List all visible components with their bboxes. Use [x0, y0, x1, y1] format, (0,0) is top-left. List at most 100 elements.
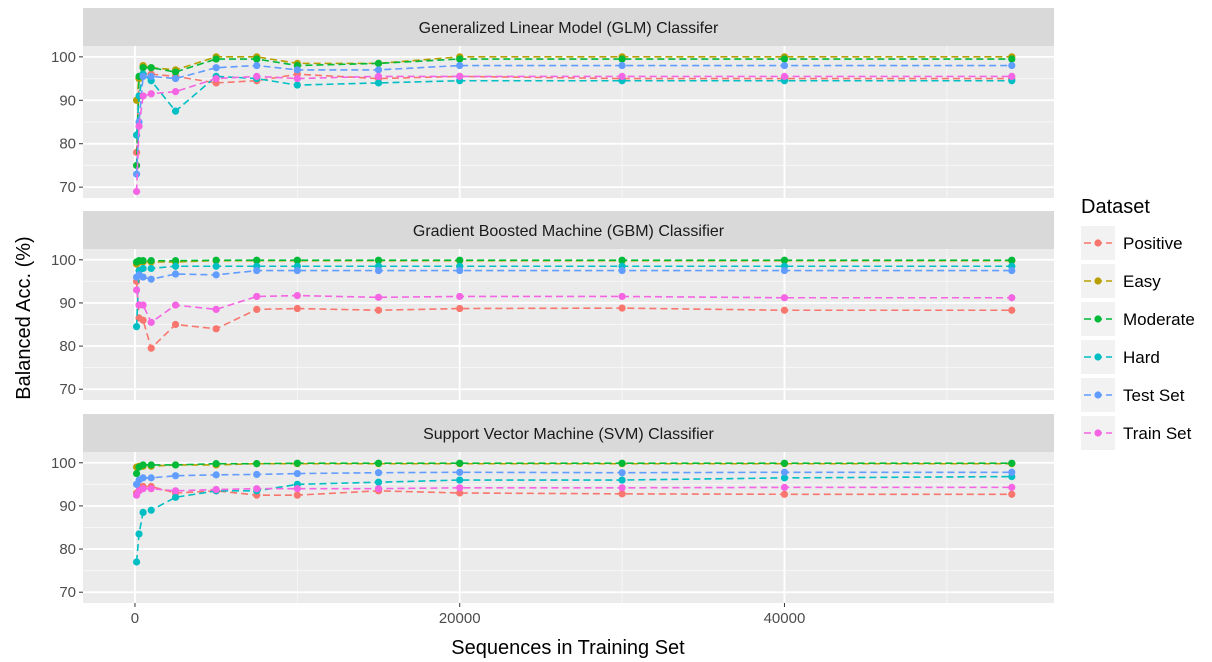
data-point-positive	[139, 316, 147, 324]
data-point-moderate	[139, 64, 147, 72]
data-point-moderate	[147, 64, 155, 72]
data-point-hard	[132, 558, 141, 566]
data-point-moderate	[618, 256, 626, 264]
y-tick-label: 70	[59, 179, 76, 196]
data-point-positive	[1008, 490, 1016, 498]
data-point-test-set	[139, 72, 147, 80]
data-point-train-set	[171, 301, 180, 309]
facet-strip	[83, 211, 1054, 249]
data-point-moderate	[212, 256, 220, 264]
data-point-moderate	[618, 55, 626, 63]
data-point-train-set	[1008, 72, 1016, 80]
data-point-moderate	[253, 55, 261, 63]
data-point-test-set	[253, 470, 261, 479]
data-point-test-set	[171, 74, 180, 83]
data-point-positive	[780, 306, 789, 314]
data-point-moderate	[1008, 459, 1016, 467]
data-point-test-set	[1008, 61, 1016, 70]
data-point-test-set	[147, 275, 155, 283]
data-point-train-set	[147, 318, 155, 326]
x-axis: 0 20000 40000	[131, 603, 805, 627]
data-point-positive	[171, 320, 180, 329]
data-point-train-set	[147, 485, 155, 493]
data-point-test-set	[147, 474, 155, 482]
legend-key-point	[1094, 277, 1102, 285]
data-point-train-set	[293, 291, 301, 300]
data-point-moderate	[139, 257, 147, 265]
data-point-test-set	[293, 66, 301, 74]
data-point-train-set	[139, 92, 147, 100]
data-point-positive	[1008, 306, 1016, 314]
data-point-test-set	[253, 266, 261, 275]
data-point-moderate	[780, 256, 789, 264]
data-point-test-set	[780, 468, 789, 476]
data-point-moderate	[780, 55, 789, 63]
data-point-moderate	[147, 257, 155, 265]
data-point-train-set	[456, 72, 464, 80]
y-tick-label: 90	[59, 92, 76, 109]
data-point-hard	[132, 323, 141, 331]
data-point-hard	[780, 474, 789, 482]
data-point-test-set	[780, 61, 789, 70]
legend-key-point	[1094, 315, 1102, 323]
legend-label: Test Set	[1123, 386, 1185, 405]
data-point-moderate	[374, 256, 383, 264]
data-point-test-set	[212, 471, 220, 479]
legend-entry-train-set: Train Set	[1081, 416, 1192, 450]
data-point-positive	[374, 306, 383, 314]
x-tick-label: 0	[131, 610, 139, 627]
data-point-train-set	[212, 74, 220, 83]
legend-label: Positive	[1123, 234, 1183, 253]
data-point-moderate	[780, 459, 789, 467]
legend: Dataset Positive Easy Moderate Hard Test Set…	[1081, 196, 1195, 450]
data-point-test-set	[293, 469, 301, 478]
series-positive	[132, 277, 1016, 352]
data-point-train-set	[780, 72, 789, 80]
y-tick-label: 90	[59, 498, 76, 515]
data-point-hard	[147, 264, 155, 273]
legend-label: Train Set	[1123, 424, 1192, 443]
facet-panel-3: Support Vector Machine (SVM) Classifier 7…	[51, 414, 1054, 603]
data-point-test-set	[1008, 266, 1016, 275]
data-point-test-set	[618, 469, 626, 477]
data-point-train-set	[374, 485, 383, 493]
data-point-hard	[212, 262, 220, 270]
series-moderate	[132, 256, 1016, 266]
legend-key-point	[1094, 429, 1102, 437]
legend-key-point	[1094, 353, 1102, 361]
data-point-moderate	[456, 459, 464, 467]
data-point-train-set	[780, 483, 789, 491]
data-point-hard	[374, 79, 383, 87]
data-point-test-set	[212, 64, 220, 72]
data-point-hard	[139, 264, 147, 273]
series-train-set	[132, 483, 1016, 499]
data-point-test-set	[293, 266, 301, 275]
data-point-train-set	[618, 484, 626, 492]
data-point-test-set	[780, 266, 789, 275]
legend-entry-easy: Easy	[1081, 264, 1161, 298]
data-point-hard	[147, 506, 155, 514]
legend-key-point	[1094, 391, 1102, 399]
data-point-hard	[374, 478, 383, 486]
data-point-moderate	[618, 459, 626, 467]
data-point-moderate	[139, 461, 147, 469]
data-point-train-set	[135, 122, 143, 130]
data-point-moderate	[212, 460, 220, 468]
y-tick-label: 100	[51, 252, 76, 269]
data-point-moderate	[147, 461, 155, 469]
data-point-train-set	[456, 292, 464, 301]
series-test-set	[132, 266, 1016, 283]
data-point-moderate	[253, 256, 261, 264]
data-point-train-set	[139, 485, 147, 493]
data-point-train-set	[212, 305, 220, 313]
data-point-positive	[780, 490, 789, 498]
data-point-train-set	[1008, 483, 1016, 491]
y-tick-label: 90	[59, 295, 76, 312]
data-point-hard	[618, 476, 626, 484]
data-point-positive	[147, 344, 155, 352]
data-point-positive	[293, 491, 301, 499]
data-point-moderate	[253, 460, 261, 468]
data-point-moderate	[1008, 55, 1016, 63]
data-point-positive	[293, 304, 301, 313]
data-point-moderate	[374, 59, 383, 67]
